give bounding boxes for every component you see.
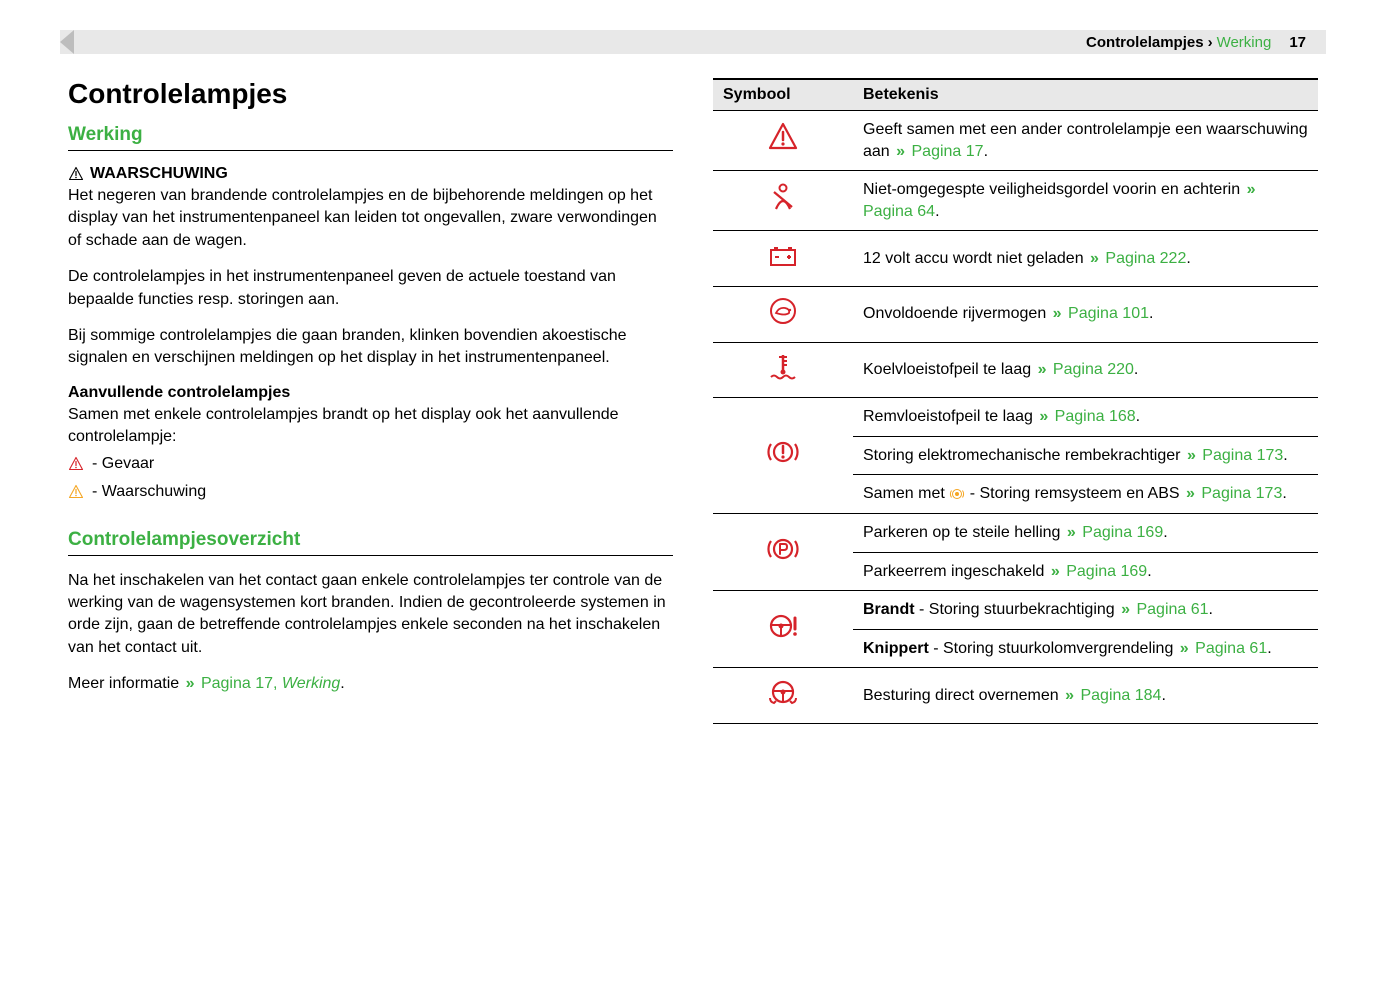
table-header-symbool: Symbool [713,79,853,111]
brake-icon [767,436,799,468]
table-row: Onvoldoende rijvermogen » Pagina 101. [713,286,1318,342]
section-werking-heading: Werking [68,124,673,151]
warning-paragraph: Het negeren van brandende controlelampje… [68,185,673,252]
seatbelt-icon [767,181,799,213]
meer-info-werking-link[interactable]: Werking [282,675,340,692]
danger-triangle-icon [68,456,84,472]
meer-informatie-line: Meer informatie » Pagina 17, Werking. [68,673,673,695]
legend-waarschuwing: - Waarschuwing [68,483,673,501]
warning-label: WAARSCHUWING [90,165,228,183]
row-meaning: Brandt - Storing stuurbekrachtiging » Pa… [853,591,1318,630]
header-bar: Controlelampjes › Werking 17 [60,30,1326,54]
steering-takeover-icon [767,676,799,708]
row-meaning: Onvoldoende rijvermogen » Pagina 101. [853,286,1318,342]
table-row: Parkeren op te steile helling » Pagina 1… [713,513,1318,552]
row-meaning: Knippert - Storing stuurkolomvergrendeli… [853,629,1318,668]
page-link[interactable]: Pagina 61 [1136,601,1208,618]
row-meaning: Storing elektromechanische rembekrachtig… [853,436,1318,475]
para-akoestische-signalen: Bij sommige controlelampjes die gaan bra… [68,325,673,370]
link-arrow-icon: » [1180,640,1189,657]
row-meaning: 12 volt accu wordt niet geladen » Pagina… [853,231,1318,287]
page-link[interactable]: Pagina 64 [863,203,935,220]
section-overzicht-heading: Controlelampjesoverzicht [68,529,673,556]
warning-heading: WAARSCHUWING [68,165,673,183]
row-meaning: Parkeren op te steile helling » Pagina 1… [853,513,1318,552]
parking-icon [767,533,799,565]
link-arrow-icon: » [1187,447,1196,464]
table-row: Remvloeistofpeil te laag » Pagina 168. [713,398,1318,437]
page-number: 17 [1289,34,1306,51]
warn-triangle-icon [68,484,84,500]
battery-icon [767,239,799,271]
meer-info-post: . [340,675,344,692]
table-row: Niet-omgegespte veiligheidsgordel voorin… [713,171,1318,231]
row-meaning: Samen met - Storing remsysteem en ABS » … [853,475,1318,514]
header-back-arrow [60,30,74,54]
link-arrow-icon: » [186,675,195,692]
aanvullende-para: Samen met enkele controlelampjes brandt … [68,404,673,449]
overzicht-paragraph: Na het inschakelen van het contact gaan … [68,570,673,660]
coolant-icon [767,351,799,383]
symbol-table: Symbool Betekenis Geeft samen met een an… [713,78,1318,724]
warning-triangle-icon [68,166,84,182]
link-arrow-icon: » [1053,305,1062,322]
breadcrumb-section: Controlelampjes [1086,34,1204,51]
left-column: Controlelampjes Werking WAARSCHUWING Het… [68,78,673,945]
page-link[interactable]: Pagina 173 [1202,447,1283,464]
row-meaning: Parkeerrem ingeschakeld » Pagina 169. [853,552,1318,591]
table-row: Brandt - Storing stuurbekrachtiging » Pa… [713,591,1318,630]
row-meaning: Remvloeistofpeil te laag » Pagina 168. [853,398,1318,437]
page-link[interactable]: Pagina 173 [1201,485,1282,502]
link-arrow-icon: » [1090,250,1099,267]
turtle-icon [767,295,799,327]
warning-triangle-icon [767,121,799,153]
meer-info-pre: Meer informatie [68,675,184,692]
page-link[interactable]: Pagina 169 [1066,563,1147,580]
page-link[interactable]: Pagina 169 [1082,524,1163,541]
link-arrow-icon: » [1039,408,1048,425]
link-arrow-icon: » [1038,361,1047,378]
row-meaning: Besturing direct overnemen » Pagina 184. [853,668,1318,724]
row-meaning: Niet-omgegespte veiligheidsgordel voorin… [853,171,1318,231]
table-row: Geeft samen met een ander controlelampje… [713,111,1318,171]
page-link[interactable]: Pagina 222 [1105,250,1186,267]
link-arrow-icon: » [1186,485,1195,502]
abs-icon [949,486,965,502]
para-controlelampjes-toestand: De controlelampjes in het instrumentenpa… [68,266,673,311]
page-link[interactable]: Pagina 184 [1080,687,1161,704]
breadcrumb-separator: › [1208,34,1213,51]
page-link[interactable]: Pagina 101 [1068,305,1149,322]
link-arrow-icon: » [1065,687,1074,704]
page-link[interactable]: Pagina 220 [1053,361,1134,378]
table-row: Koelvloeistofpeil te laag » Pagina 220. [713,342,1318,398]
legend-waarschuwing-text: - Waarschuwing [92,483,206,501]
table-row: 12 volt accu wordt niet geladen » Pagina… [713,231,1318,287]
aanvullende-title: Aanvullende controlelampjes [68,384,673,402]
steering-warning-icon [767,610,799,642]
link-arrow-icon: » [896,143,905,160]
link-arrow-icon: » [1051,563,1060,580]
legend-gevaar: - Gevaar [68,455,673,473]
link-arrow-icon: » [1067,524,1076,541]
table-row: Besturing direct overnemen » Pagina 184. [713,668,1318,724]
meer-info-page-link[interactable]: Pagina 17, [201,675,282,692]
right-column: Symbool Betekenis Geeft samen met een an… [713,78,1318,945]
link-arrow-icon: » [1247,181,1256,198]
row-meaning: Koelvloeistofpeil te laag » Pagina 220. [853,342,1318,398]
link-arrow-icon: » [1121,601,1130,618]
row-meaning: Geeft samen met een ander controlelampje… [853,111,1318,171]
breadcrumb-subsection: Werking [1217,34,1272,51]
table-header-betekenis: Betekenis [853,79,1318,111]
page-title: Controlelampjes [68,78,673,110]
page-link[interactable]: Pagina 168 [1055,408,1136,425]
page-link[interactable]: Pagina 61 [1195,640,1267,657]
page-link[interactable]: Pagina 17 [912,143,984,160]
legend-gevaar-text: - Gevaar [92,455,154,473]
